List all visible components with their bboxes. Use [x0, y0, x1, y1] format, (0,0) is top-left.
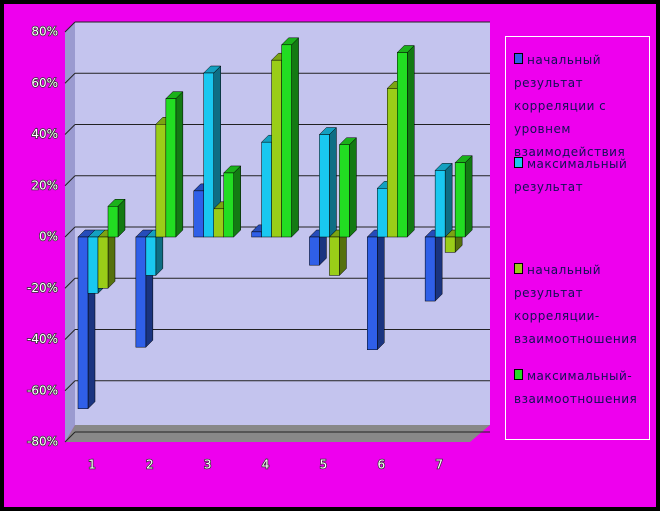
- y-tick-label: 40%: [31, 127, 58, 141]
- legend-entry: начальный результат корреляции с уровнем…: [514, 49, 644, 164]
- bar-face: [107, 206, 119, 238]
- legend-label: начальный результат корреляции с уровнем…: [514, 53, 626, 159]
- bar: [318, 126, 338, 238]
- legend-swatch: [514, 157, 523, 168]
- bar-face: [233, 165, 241, 238]
- bar-face: [193, 190, 204, 238]
- grid-line-side: [64, 329, 76, 340]
- x-tick-label: 3: [204, 458, 212, 472]
- bar: [97, 229, 116, 289]
- bar-face: [145, 236, 157, 276]
- legend-label: максимальный-взаимоотношения: [514, 369, 638, 406]
- bar-face: [377, 229, 385, 351]
- bar-face: [434, 229, 443, 302]
- bar-face: [424, 236, 436, 302]
- bar-face: [309, 236, 320, 266]
- bar-face: [291, 37, 299, 238]
- grid-line-side: [64, 226, 76, 238]
- bar: [165, 91, 184, 238]
- grid-line-side: [64, 124, 76, 135]
- y-tick-label: 80%: [31, 25, 58, 39]
- y-tick-label: 0%: [39, 230, 58, 244]
- bar: [454, 155, 473, 238]
- y-tick-label: 20%: [31, 178, 58, 192]
- bar-face: [213, 208, 224, 238]
- bar-face: [175, 91, 184, 238]
- bar-face: [319, 134, 330, 238]
- x-tick-label: 4: [262, 458, 270, 472]
- bar: [434, 162, 453, 238]
- bar-face: [271, 59, 282, 238]
- grid-line-side: [64, 175, 76, 187]
- bar-face: [87, 236, 99, 294]
- bar-face: [223, 172, 234, 238]
- legend-entry: начальный результат корреляции-взаимоотн…: [514, 259, 644, 351]
- grid-line-side: [64, 380, 76, 392]
- bar-face: [339, 144, 350, 238]
- bar-face: [155, 124, 167, 238]
- bar-face: [329, 126, 337, 238]
- bar-face: [97, 236, 109, 289]
- y-tick-label: 60%: [31, 76, 58, 90]
- bar-face: [77, 236, 89, 409]
- bar-face: [434, 170, 446, 238]
- bar-face: [203, 72, 214, 238]
- bar-face: [367, 236, 378, 350]
- bar-face: [135, 236, 147, 348]
- bar: [107, 198, 126, 238]
- legend-label: начальный результат корреляции-взаимоотн…: [514, 263, 638, 346]
- bar: [396, 44, 415, 238]
- x-tick-label: 2: [146, 458, 154, 472]
- floor: [65, 425, 490, 442]
- bar-face: [397, 52, 408, 238]
- bar: [366, 229, 385, 351]
- grid-line-side: [64, 431, 76, 443]
- legend-label: максимальный результат: [514, 157, 628, 194]
- bar-face: [329, 236, 340, 276]
- bar: [280, 37, 300, 238]
- legend: начальный результат корреляции с уровнем…: [505, 36, 650, 440]
- bar-face: [444, 162, 453, 238]
- bar: [223, 165, 242, 238]
- legend-swatch: [514, 263, 523, 274]
- bar: [328, 229, 348, 277]
- grid-line-side: [64, 21, 76, 33]
- bar-face: [251, 231, 262, 238]
- grid-line-side: [64, 72, 76, 84]
- bar-face: [454, 162, 466, 238]
- bar: [424, 229, 443, 302]
- y-tick-label: -80%: [27, 435, 58, 449]
- legend-swatch: [514, 369, 523, 380]
- bar-face: [281, 44, 292, 238]
- x-tick-label: 6: [377, 458, 385, 472]
- bar-face: [377, 188, 388, 238]
- bar-face: [464, 155, 473, 238]
- y-tick-label: -40%: [27, 332, 58, 346]
- x-tick-label: 7: [435, 458, 443, 472]
- grid-line-side: [64, 277, 76, 289]
- x-tick-label: 5: [320, 458, 328, 472]
- bar-face: [407, 44, 415, 238]
- y-tick-label: -60%: [27, 383, 58, 397]
- legend-entry: максимальный-взаимоотношения: [514, 365, 644, 411]
- bar: [338, 137, 358, 238]
- y-tick-label: -20%: [27, 281, 58, 295]
- bar-face: [349, 137, 357, 238]
- bar-face: [107, 229, 116, 289]
- legend-swatch: [514, 53, 523, 64]
- bar-face: [387, 88, 398, 238]
- bar-face: [444, 236, 456, 253]
- x-tick-label: 1: [88, 458, 96, 472]
- legend-entry: максимальный результат: [514, 153, 644, 199]
- bar-face: [261, 141, 272, 238]
- bar-face: [165, 98, 177, 238]
